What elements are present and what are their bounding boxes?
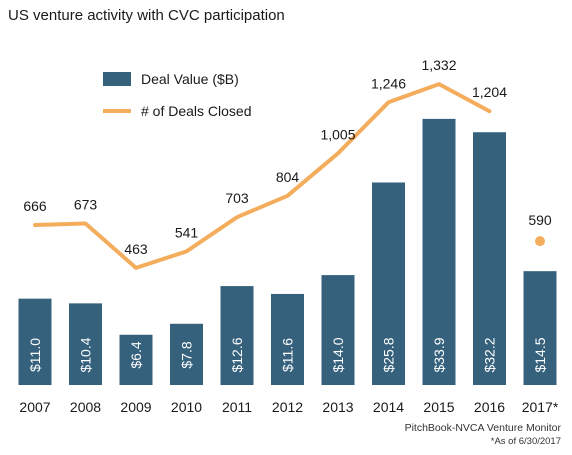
count-label-2014: 1,246	[371, 75, 406, 91]
bar-label-2010: $7.8	[179, 341, 195, 368]
bar-label-2011: $12.6	[229, 337, 245, 372]
bar-2012	[271, 293, 304, 385]
count-label-2015: 1,332	[421, 57, 456, 73]
count-label-2010: 541	[175, 224, 199, 240]
x-axis-ticks: 2007 2008 2009 2010 2011 2012 2013 2014 2015 2016…	[19, 399, 558, 415]
x-tick-2013: 2013	[322, 399, 353, 415]
legend: Deal Value ($B) # of Deals Closed	[103, 71, 252, 119]
bar-value-labels: $11.0 $10.4 $6.4 $7.8 $12.6 $11.6 $14.0 $25.8 $3…	[27, 337, 548, 372]
bar-2015	[422, 118, 456, 385]
count-label-2013: 1,005	[320, 126, 355, 142]
line-series	[33, 82, 545, 270]
x-tick-2010: 2010	[171, 399, 202, 415]
bar-2016	[473, 132, 506, 385]
x-tick-2012: 2012	[272, 399, 303, 415]
legend-swatch-deal-value	[103, 72, 131, 86]
bar-2009	[119, 334, 153, 385]
bar-label-2014: $25.8	[381, 337, 397, 372]
bar-label-2009: $6.4	[128, 341, 144, 368]
x-tick-2007: 2007	[19, 399, 50, 415]
source-note: PitchBook-NVCA Venture Monitor	[405, 422, 562, 434]
bar-2010	[170, 323, 203, 385]
count-label-2009: 463	[124, 241, 148, 257]
x-tick-2015: 2015	[423, 399, 454, 415]
bar-2014	[372, 182, 405, 385]
bar-label-2016: $32.2	[482, 337, 498, 372]
bar-series	[18, 118, 557, 385]
deals-closed-point-2017*	[535, 236, 545, 247]
bar-2011	[220, 286, 254, 385]
x-tick-2008: 2008	[70, 399, 101, 415]
footnote: *As of 6/30/2017	[491, 436, 561, 447]
x-tick-2014: 2014	[373, 399, 404, 415]
count-label-2008: 673	[74, 197, 98, 213]
count-label-2017*: 590	[528, 212, 552, 228]
bar-2013	[321, 275, 355, 385]
legend-label-deal-value: Deal Value ($B)	[141, 71, 239, 87]
x-tick-2016: 2016	[474, 399, 505, 415]
legend-label-deals-closed: # of Deals Closed	[141, 103, 252, 119]
count-label-2007: 666	[23, 198, 47, 214]
bar-label-2015: $33.9	[431, 337, 447, 372]
chart-title: US venture activity with CVC participati…	[8, 7, 285, 24]
bar-label-2012: $11.6	[280, 338, 296, 372]
bar-label-2017*: $14.5	[532, 337, 548, 372]
x-tick-2017*: 2017*	[522, 399, 559, 415]
bar-label-2013: $14.0	[330, 337, 346, 372]
count-labels: 666 673 463 541 703 804 1,005 1,246 1,332 1,204 59…	[23, 57, 552, 257]
x-tick-2009: 2009	[120, 399, 151, 415]
bar-label-2008: $10.4	[78, 337, 94, 372]
bar-label-2007: $11.0	[27, 338, 43, 372]
x-tick-2011: 2011	[222, 399, 252, 415]
count-label-2016: 1,204	[472, 84, 507, 100]
count-label-2012: 804	[276, 169, 300, 185]
bar-2017*	[523, 271, 557, 385]
bar-2007	[18, 298, 52, 385]
deals-closed-line	[33, 82, 492, 270]
bar-2008	[69, 303, 102, 385]
count-label-2011: 703	[225, 190, 249, 206]
